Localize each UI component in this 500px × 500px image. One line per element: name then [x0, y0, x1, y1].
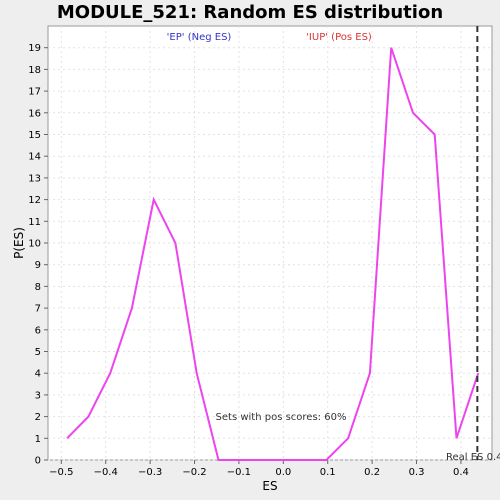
pos-es-label: 'IUP' (Pos ES) — [306, 32, 372, 43]
y-tick-label: 15 — [28, 130, 41, 141]
x-axis-label: ES — [262, 479, 277, 493]
y-tick-label: 18 — [28, 65, 41, 76]
y-tick-label: 13 — [28, 173, 41, 184]
y-tick-label: 12 — [28, 195, 41, 206]
y-tick-label: 9 — [35, 260, 41, 271]
grid-lines — [48, 26, 492, 461]
y-tick-label: 6 — [35, 325, 41, 336]
y-tick-label: 7 — [35, 304, 41, 315]
x-tick-label: −0.2 — [182, 467, 206, 478]
chart-title: MODULE_521: Random ES distribution — [57, 2, 443, 23]
y-tick-label: 5 — [35, 347, 41, 358]
x-tick-label: 0.0 — [275, 467, 291, 478]
x-axis-ticks: −0.5 −0.4 −0.3 −0.2 −0.1 0.0 0.1 0.2 0.3 0.4 — [49, 460, 469, 478]
y-axis-label: P(ES) — [12, 227, 26, 259]
x-tick-label: −0.4 — [94, 467, 118, 478]
x-tick-label: 0.4 — [453, 467, 469, 478]
y-tick-label: 1 — [35, 434, 41, 445]
pos-scores-annotation: Sets with pos scores: 60% — [216, 412, 347, 423]
y-tick-label: 17 — [28, 87, 41, 98]
y-tick-label: 14 — [28, 152, 41, 163]
y-tick-label: 4 — [35, 369, 41, 380]
x-tick-label: 0.2 — [364, 467, 380, 478]
y-tick-label: 3 — [35, 390, 41, 401]
series-line — [66, 47, 480, 461]
y-tick-label: 8 — [35, 282, 41, 293]
x-tick-label: 0.1 — [320, 467, 336, 478]
x-tick-label: −0.1 — [227, 467, 251, 478]
x-tick-label: −0.5 — [49, 467, 73, 478]
x-tick-label: 0.3 — [409, 467, 425, 478]
y-tick-label: 10 — [28, 239, 41, 250]
x-tick-label: −0.3 — [138, 467, 162, 478]
real-es-label: Real ES 0.4 — [446, 452, 500, 463]
y-tick-label: 19 — [28, 43, 41, 54]
y-tick-label: 16 — [28, 108, 41, 119]
y-tick-label: 11 — [28, 217, 41, 228]
y-tick-label: 0 — [35, 456, 41, 467]
neg-es-label: 'EP' (Neg ES) — [167, 32, 232, 43]
y-tick-label: 2 — [35, 412, 41, 423]
